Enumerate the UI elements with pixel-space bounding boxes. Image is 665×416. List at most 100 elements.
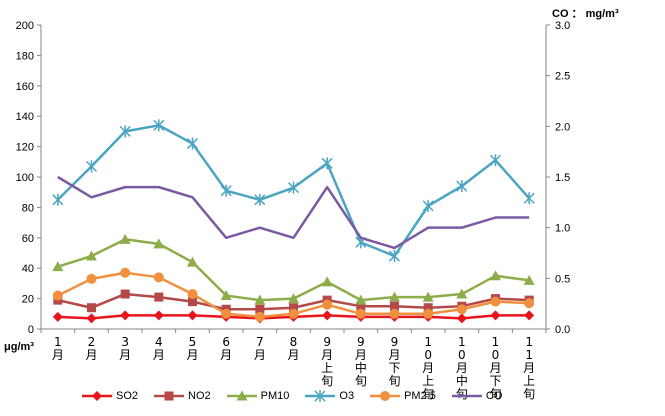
legend-label: SO2 <box>116 390 139 402</box>
data-point-pm10 <box>119 233 131 244</box>
data-point-o3 <box>523 192 535 205</box>
data-point-pm10 <box>52 261 64 272</box>
y-left-tick-label: 160 <box>16 81 34 93</box>
legend-swatch <box>370 391 401 401</box>
data-point-o3 <box>85 160 98 173</box>
data-point-o3 <box>220 184 232 197</box>
legend-item-pm10: PM10 <box>226 390 290 402</box>
y-left-tick-label: 120 <box>16 142 34 154</box>
data-point-pm10 <box>321 276 333 287</box>
y-right-tick-label: 2.5 <box>555 71 570 83</box>
data-point-pm25 <box>187 289 198 300</box>
data-point-so2 <box>86 313 97 324</box>
data-point-so2 <box>524 310 535 321</box>
y-left-tick-label: 20 <box>22 294 34 306</box>
x-tick-label: 9 月中旬 <box>355 335 367 388</box>
data-point-o3 <box>153 119 165 132</box>
data-point-no2 <box>390 301 399 311</box>
legend-label: PM10 <box>260 390 290 402</box>
data-point-o3 <box>254 193 266 206</box>
data-point-pm25 <box>288 308 299 319</box>
data-point-o3 <box>388 250 401 263</box>
legend-label: O3 <box>339 390 355 402</box>
legend-item-o3: O3 <box>305 390 354 402</box>
y-left-tick-label: 180 <box>16 50 34 62</box>
y-left-tick-label: 80 <box>22 202 34 214</box>
legend-swatch <box>305 390 336 402</box>
y-right-tick-label: 2.0 <box>555 121 570 133</box>
legend-item-so2: SO2 <box>82 390 138 402</box>
data-point-no2 <box>356 301 366 311</box>
x-tick-label: 1 1 月上旬 <box>523 335 535 401</box>
legend-label: CO <box>485 390 503 402</box>
y-left-tick-label: 100 <box>16 172 34 184</box>
data-point-pm10 <box>288 293 299 304</box>
y-right-tick-label: 0.0 <box>555 324 570 336</box>
data-point-o3 <box>52 193 64 206</box>
legend-label: PM2.5 <box>404 390 436 402</box>
data-point-pm25 <box>389 308 400 319</box>
x-tick-label: 9 月下旬 <box>388 335 400 388</box>
data-point-pm10 <box>220 290 232 301</box>
data-point-so2 <box>120 310 131 321</box>
data-point-pm10 <box>523 274 535 285</box>
y-left-tick-label: 60 <box>22 233 34 245</box>
data-point-no2 <box>423 303 433 313</box>
x-tick-label: 1 0 月中旬 <box>456 335 468 401</box>
data-point-so2 <box>187 310 198 321</box>
data-point-so2 <box>52 311 63 322</box>
data-point-pm10 <box>86 250 97 261</box>
data-point-so2 <box>456 313 467 324</box>
y-right-tick-label: 0.5 <box>555 273 570 285</box>
data-point-so2 <box>322 310 333 321</box>
data-point-pm25 <box>52 290 63 301</box>
data-point-pm25 <box>456 304 467 315</box>
data-point-o3 <box>422 199 434 212</box>
x-tick-label: 1 0 月上旬 <box>422 335 434 401</box>
data-point-no2 <box>154 292 164 302</box>
data-point-pm25 <box>524 298 535 309</box>
data-point-pm10 <box>254 294 266 305</box>
data-point-pm25 <box>120 267 131 278</box>
data-point-pm10 <box>355 294 367 305</box>
data-point-o3 <box>119 125 131 138</box>
data-point-o3 <box>321 157 333 170</box>
legend-swatch <box>451 394 482 398</box>
y-left-tick-label: 200 <box>16 20 34 32</box>
data-point-pm10 <box>389 291 400 302</box>
chart-legend: SO2 NO2 PM10 O3 PM2.5 CO <box>82 390 518 402</box>
data-point-o3 <box>186 137 199 150</box>
y-right-tick-label: 1.0 <box>555 223 570 235</box>
legend-item-co: CO <box>451 390 503 402</box>
series-line-co <box>57 175 530 250</box>
data-point-no2 <box>120 289 130 299</box>
y-left-tick-label: 40 <box>22 263 34 275</box>
legend-label: NO2 <box>188 390 211 402</box>
data-point-no2 <box>87 303 96 313</box>
legend-swatch <box>226 390 257 401</box>
data-point-no2 <box>255 304 265 314</box>
y-left-tick-label: 0 <box>28 324 34 336</box>
data-point-no2 <box>188 297 197 307</box>
data-point-so2 <box>490 310 501 321</box>
data-point-pm25 <box>221 308 232 319</box>
data-point-o3 <box>287 181 300 194</box>
data-point-pm25 <box>254 311 265 322</box>
legend-item-no2: NO2 <box>154 390 211 402</box>
y-right-tick-label: 1.5 <box>555 172 570 184</box>
data-point-pm25 <box>490 296 501 307</box>
y-left-tick-label: 140 <box>16 111 34 123</box>
data-point-pm10 <box>422 291 434 302</box>
data-point-o3 <box>489 154 502 167</box>
data-point-pm25 <box>423 308 434 319</box>
data-point-pm25 <box>355 308 366 319</box>
data-point-pm10 <box>153 238 165 249</box>
